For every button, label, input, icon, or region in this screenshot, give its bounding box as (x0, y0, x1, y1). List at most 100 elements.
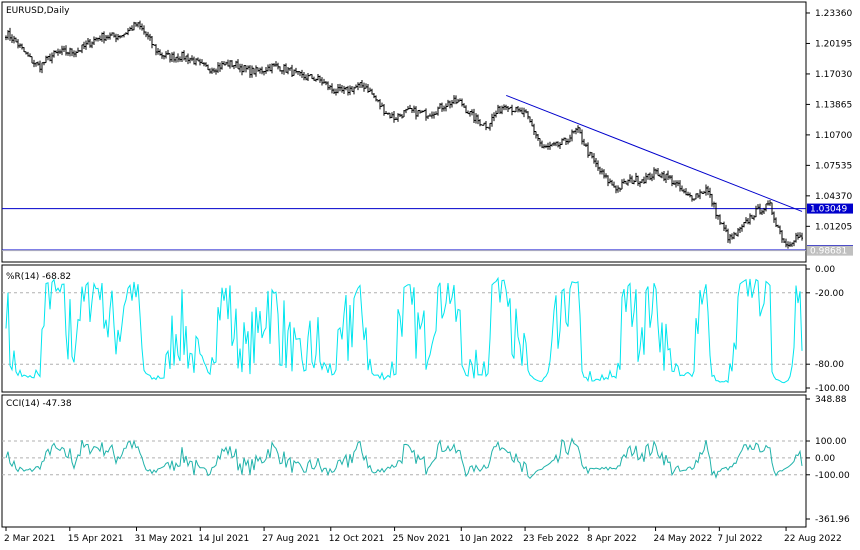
cci-pane-frame (1, 394, 807, 528)
price-pane[interactable]: 1.23360 1.20195 1.17030 1.13865 1.10700 1.075… (1, 1, 853, 263)
ohlc-bar (385, 110, 387, 115)
ohlc-bar (207, 64, 209, 71)
ohlc-bar (477, 114, 479, 125)
ohlc-bar (717, 214, 719, 220)
ohlc-bar (87, 38, 89, 45)
ohlc-bar (547, 142, 549, 150)
ohlc-bar (609, 178, 611, 184)
ohlc-bar (97, 37, 99, 42)
ohlc-bar (261, 66, 263, 75)
ohlc-bar (725, 224, 727, 233)
ohlc-bar (669, 175, 671, 180)
ohlc-bar (363, 82, 365, 92)
ohlc-bar (509, 106, 511, 110)
ohlc-bar (9, 27, 11, 41)
ohlc-bar (571, 129, 573, 142)
ohlc-bar (55, 50, 57, 54)
ohlc-bar (37, 61, 39, 66)
x-tick-label: 25 Nov 2021 (393, 534, 451, 544)
ohlc-bar (567, 138, 569, 145)
ohlc-bar (101, 32, 103, 42)
ohlc-bar (751, 214, 753, 219)
ohlc-bar (707, 185, 709, 196)
ohlc-bar (437, 106, 439, 116)
ohlc-bar (749, 213, 751, 225)
cci-y-tick-label: 0.00 (815, 454, 835, 464)
ohlc-bar (543, 144, 545, 149)
ohlc-bar (209, 68, 211, 74)
last-price-tag (807, 245, 853, 256)
cci-pane[interactable]: 348.88 100.00 0.00 -100.00 -361.96 (1, 394, 850, 528)
ohlc-bar (709, 187, 711, 198)
ohlc-bar (103, 31, 105, 44)
ohlc-bar (471, 109, 473, 116)
ohlc-bar (27, 51, 29, 57)
ohlc-bar (355, 84, 357, 89)
ohlc-bar (561, 138, 563, 146)
ohlc-bar (515, 106, 517, 113)
ohlc-bar (401, 114, 403, 119)
ohlc-bar (341, 84, 343, 93)
ohlc-bar (197, 57, 199, 62)
ohlc-bar (475, 113, 477, 124)
ohlc-bar (159, 49, 161, 56)
ohlc-bar (451, 100, 453, 108)
ohlc-bar (405, 108, 407, 114)
ohlc-bar (549, 141, 551, 150)
ohlc-bar (699, 189, 701, 200)
ohlc-bar (393, 111, 395, 123)
ohlc-bar (469, 110, 471, 117)
ohlc-bar (333, 88, 335, 94)
ohlc-bar (169, 53, 171, 63)
ohlc-bar (421, 110, 423, 113)
ohlc-bar (635, 172, 637, 183)
ohlc-bar (165, 51, 167, 59)
ohlc-bar (491, 113, 493, 127)
ohlc-bar (665, 173, 667, 183)
ohlc-bar (295, 67, 297, 74)
ohlc-bar (49, 53, 51, 62)
ohlc-bar (589, 151, 591, 156)
ohlc-bar (253, 67, 255, 75)
ohlc-bar (63, 45, 65, 53)
ohlc-bar (237, 59, 239, 70)
ohlc-bar (143, 25, 145, 35)
ohlc-bar (225, 61, 227, 66)
ohlc-bar (347, 85, 349, 96)
ohlc-bar (61, 45, 63, 56)
ohlc-bar (505, 104, 507, 111)
ohlc-bar (399, 113, 401, 117)
ohlc-bar (313, 76, 315, 81)
ohlc-bar (801, 232, 803, 241)
ohlc-bar (485, 120, 487, 131)
ohlc-bar (705, 184, 707, 196)
ohlc-bar (799, 232, 801, 238)
williams-r-pane[interactable]: 0.00 -20.00 -80.00 -100.00 (1, 264, 850, 394)
ohlc-bar (741, 224, 743, 232)
ohlc-bar (499, 105, 501, 115)
ohlc-bar (463, 103, 465, 108)
trend-line[interactable] (506, 94, 803, 212)
ohlc-bar (565, 137, 567, 145)
ohlc-bar (325, 81, 327, 86)
ohlc-bar (719, 214, 721, 225)
ohlc-bar (141, 23, 143, 31)
ohlc-bar (387, 112, 389, 115)
ohlc-bar (107, 34, 109, 40)
ohlc-bar (591, 152, 593, 159)
ohlc-bar (171, 52, 173, 63)
ohlc-bar (691, 195, 693, 202)
x-tick-label: 12 Oct 2021 (329, 534, 385, 544)
ohlc-bar (419, 109, 421, 114)
ohlc-bar (369, 87, 371, 93)
ohlc-bar (473, 108, 475, 123)
ohlc-bar (263, 70, 265, 76)
ohlc-bar (617, 185, 619, 193)
ohlc-bar (91, 41, 93, 49)
ohlc-bar (733, 231, 735, 240)
ohlc-bar (179, 56, 181, 62)
ohlc-bar (403, 110, 405, 118)
ohlc-bar (99, 35, 101, 41)
ohlc-bar (227, 59, 229, 67)
ohlc-bar (545, 144, 547, 149)
